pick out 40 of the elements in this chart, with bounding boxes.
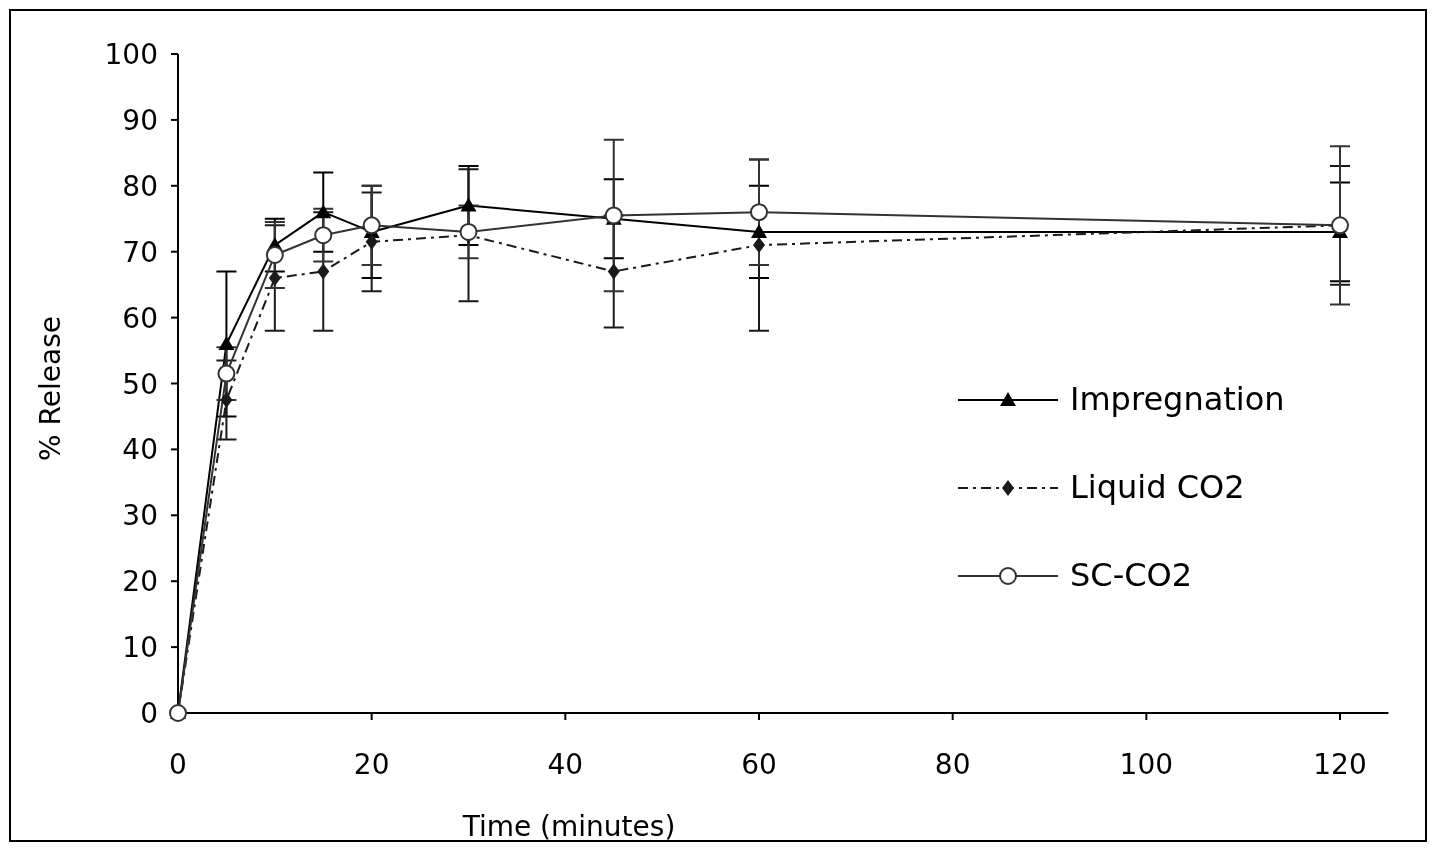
- y-tick-label: 20: [122, 565, 158, 599]
- legend-label: Impregnation: [1070, 380, 1285, 418]
- y-axis-title: % Release: [34, 316, 67, 461]
- point: [751, 223, 767, 238]
- x-tick-label: 100: [1119, 748, 1174, 781]
- y-tick-label: 80: [122, 169, 158, 203]
- point: [460, 197, 477, 212]
- y-tick-label: 100: [104, 38, 158, 71]
- y-tick-label: 0: [140, 697, 158, 730]
- point: [314, 226, 333, 245]
- x-tick-label: 20: [353, 748, 390, 781]
- x-tick-label: 80: [934, 748, 971, 781]
- point: [753, 237, 765, 254]
- x-tick-label: 60: [741, 748, 777, 781]
- x-axis-title: Time (minutes): [461, 810, 676, 843]
- legend-label: SC-CO2: [1070, 556, 1193, 594]
- legend-label: Liquid CO2: [1070, 468, 1245, 506]
- y-tick-label: 70: [122, 235, 158, 269]
- point: [315, 204, 332, 219]
- point: [217, 364, 236, 383]
- y-tick-label: 10: [122, 631, 158, 665]
- point: [220, 391, 233, 408]
- y-tick-label: 90: [122, 103, 158, 137]
- y-tick-label: 30: [122, 499, 158, 533]
- point: [268, 270, 281, 287]
- x-tick-label: 120: [1313, 748, 1367, 781]
- y-tick-label: 40: [122, 433, 158, 467]
- point: [604, 206, 623, 225]
- point: [750, 203, 768, 222]
- y-tick-label: 50: [122, 367, 158, 401]
- x-tick-label: 40: [547, 748, 584, 781]
- x-tick-label: 0: [169, 748, 187, 781]
- point: [607, 263, 620, 280]
- point: [459, 222, 478, 241]
- point: [317, 263, 330, 280]
- y-tick-label: 60: [122, 301, 158, 335]
- point: [218, 335, 235, 350]
- point: [265, 246, 284, 264]
- point: [365, 233, 378, 250]
- point: [362, 216, 381, 235]
